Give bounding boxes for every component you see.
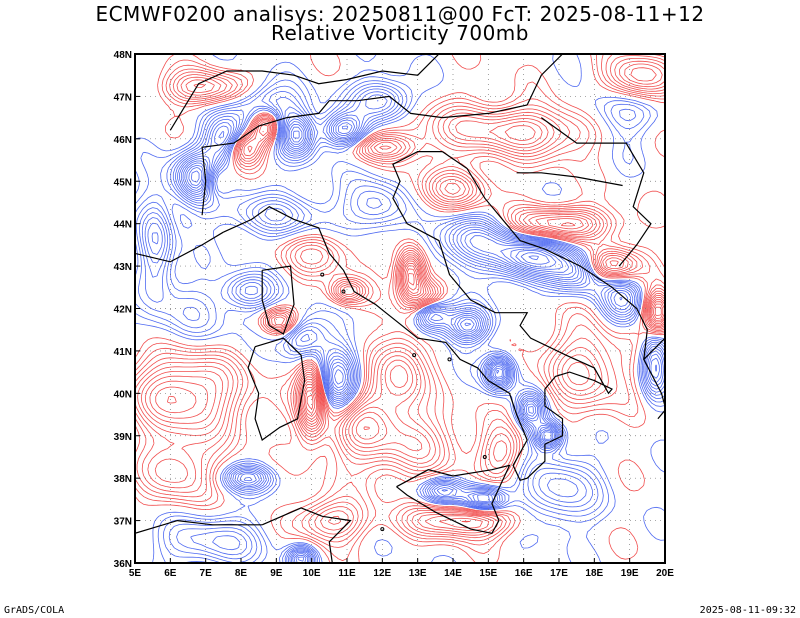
island [320, 272, 325, 277]
generated-timestamp: 2025-08-11-09:32 [699, 605, 796, 616]
lon-tick-label: 9E [270, 568, 283, 579]
coastline [135, 231, 224, 263]
positive-vorticity-contour [135, 54, 665, 543]
latitude-axis: 36N 37N 38N 39N 40N 41N 42N 43N 44N 45N 46N 47N 48N [114, 50, 140, 570]
lon-tick-label: 5E [129, 568, 142, 579]
negative-vorticity-contour [182, 121, 657, 563]
negative-vorticity-contour [135, 79, 665, 563]
software-credit: GrADS/COLA [4, 605, 65, 616]
coastline [657, 409, 665, 420]
negative-vorticity-contour [139, 85, 665, 563]
lat-tick-label: 48N [114, 50, 132, 61]
island [402, 583, 405, 586]
lon-tick-label: 17E [550, 568, 568, 579]
lon-tick-label: 15E [479, 568, 497, 579]
positive-vorticity-contour [306, 394, 314, 410]
positive-vorticity-contour [140, 63, 665, 531]
lon-tick-label: 6E [164, 568, 177, 579]
island [380, 527, 385, 532]
negative-vorticity-contour [135, 83, 665, 563]
negative-vorticity-contour [147, 94, 664, 563]
coastline [261, 265, 295, 335]
lat-tick-label: 42N [114, 305, 132, 316]
lat-tick-label: 43N [114, 262, 132, 273]
lat-tick-label: 45N [114, 177, 132, 188]
positive-vorticity-contour [137, 60, 665, 534]
lon-tick-label: 12E [373, 568, 391, 579]
coastline [223, 151, 613, 482]
coastline [516, 172, 623, 187]
coastline [396, 464, 511, 534]
chart-title: ECMWF0200 analisys: 20250811@00 FcT: 202… [95, 2, 705, 26]
lon-tick-label: 14E [444, 568, 462, 579]
positive-vorticity-contour [305, 273, 415, 414]
positive-vorticity-contour [135, 54, 665, 548]
coastline [247, 337, 306, 441]
negative-vorticity-contour [191, 170, 550, 374]
coastline [540, 117, 652, 267]
coastline [261, 507, 352, 563]
lon-tick-label: 16E [515, 568, 533, 579]
coastline [169, 54, 440, 131]
lon-tick-label: 10E [303, 568, 321, 579]
vorticity-contours [135, 54, 665, 563]
positive-vorticity-contour [303, 268, 662, 417]
lat-tick-label: 44N [114, 220, 132, 231]
island [341, 289, 346, 294]
lon-tick-label: 18E [585, 568, 603, 579]
coastline [526, 54, 563, 106]
negative-vorticity-contour [528, 255, 539, 261]
lat-tick-label: 41N [114, 347, 132, 358]
negative-vorticity-contour [141, 88, 665, 563]
positive-vorticity-contour [135, 58, 665, 536]
lat-tick-label: 38N [114, 474, 132, 485]
lon-tick-label: 11E [338, 568, 356, 579]
lat-tick-label: 37N [114, 517, 132, 528]
lat-tick-label: 40N [114, 389, 132, 400]
positive-vorticity-contour [149, 125, 665, 523]
coastline [643, 337, 665, 360]
negative-vorticity-contour [151, 100, 662, 563]
lat-tick-label: 46N [114, 135, 132, 146]
coastlines [135, 54, 665, 586]
coastline [201, 95, 528, 216]
lon-tick-label: 19E [621, 568, 639, 579]
negative-vorticity-contour [135, 71, 665, 563]
positive-vorticity-contour [135, 54, 665, 561]
lon-tick-label: 8E [235, 568, 248, 579]
lon-tick-label: 13E [409, 568, 427, 579]
positive-vorticity-contour [167, 265, 664, 420]
coastline [442, 151, 665, 407]
island [447, 357, 452, 362]
positive-vorticity-contour [135, 54, 665, 563]
lon-tick-label: 7E [200, 568, 213, 579]
negative-vorticity-contour [184, 123, 569, 562]
longitude-axis: 5E 6E 7E 8E 9E 10E 11E 12E 13E 14E 15E 16E 17E 18E 19E… [129, 558, 674, 579]
lat-tick-label: 39N [114, 432, 132, 443]
lat-tick-label: 47N [114, 92, 132, 103]
coastline [135, 519, 263, 534]
island [412, 353, 417, 358]
positive-vorticity-contour [155, 222, 665, 430]
island [462, 566, 465, 569]
lon-tick-label: 20E [656, 568, 674, 579]
chart-subtitle: Relative Vorticity 700mb [271, 21, 529, 45]
island [482, 454, 487, 459]
lat-tick-label: 36N [114, 559, 132, 570]
